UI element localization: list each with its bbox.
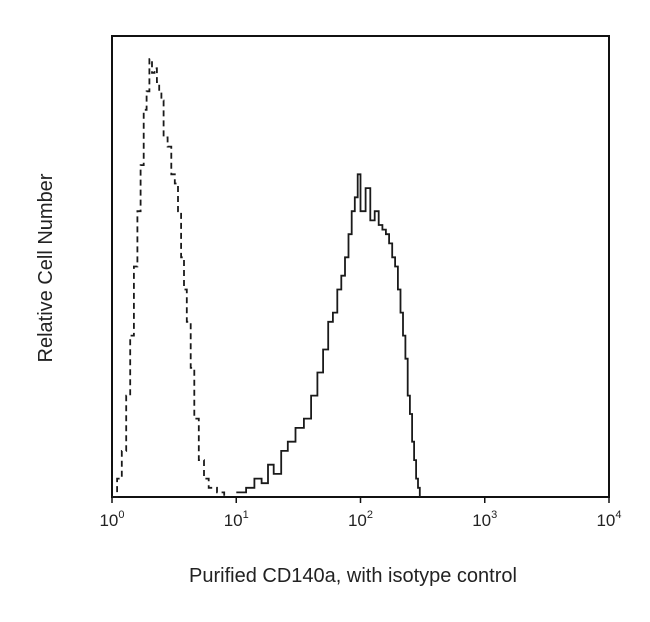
x-tick-label: 104 — [596, 509, 621, 530]
y-axis-label: Relative Cell Number — [35, 173, 57, 362]
x-tick-label: 100 — [99, 509, 124, 530]
x-tick-label: 103 — [472, 509, 497, 530]
plot-frame — [111, 35, 610, 498]
x-axis-label: Purified CD140a, with isotype control — [189, 565, 517, 587]
x-axis-ticks: 100 101 102 103 104 — [99, 497, 622, 530]
isotype-control-trace — [112, 58, 226, 498]
series-group — [112, 58, 421, 498]
x-tick-label: 101 — [224, 509, 249, 530]
x-tick-label: 102 — [348, 509, 373, 530]
cd140a-trace — [236, 173, 421, 497]
